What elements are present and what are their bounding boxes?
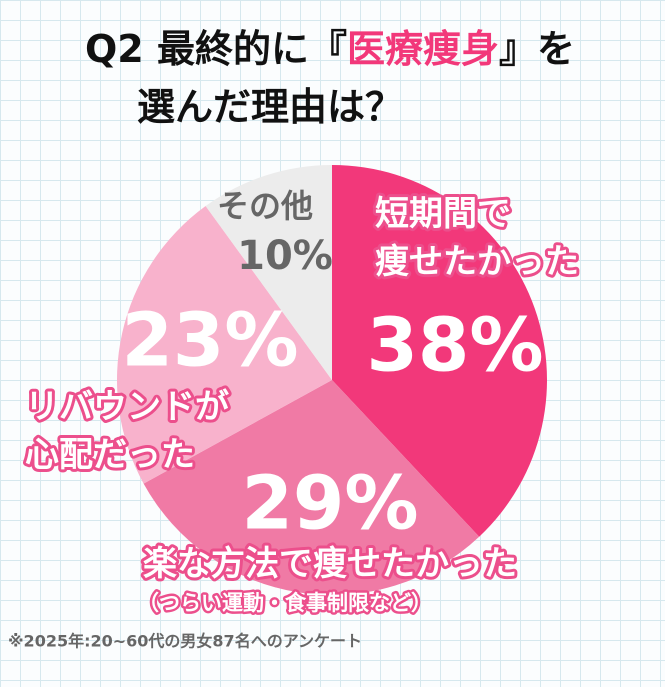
- value-label: 29%: [241, 461, 418, 547]
- category-line: その他: [217, 187, 313, 225]
- chart-title: 選んだ理由は？: [137, 85, 403, 129]
- value-label: 10%: [237, 233, 333, 279]
- category-line: 楽な方法で痩せたかった: [143, 544, 517, 584]
- value-label: 38%: [366, 303, 543, 389]
- title-segment: 』を: [499, 27, 575, 71]
- pie-slice: [117, 206, 332, 484]
- category-line: リバウンドが: [25, 387, 229, 427]
- pie-slice: [205, 165, 332, 380]
- category-line: 心配だった: [25, 435, 195, 475]
- pie-slice: [332, 165, 547, 537]
- title-segment: Q2 最終的に『: [85, 27, 347, 71]
- category-label: その他: [217, 187, 313, 225]
- chart-title: Q2 最終的に『医療痩身』を: [85, 27, 575, 71]
- title-segment: 選んだ理由は？: [137, 85, 403, 129]
- category-line: 短期間で: [375, 194, 511, 234]
- category-label: 楽な方法で痩せたかった: [143, 544, 517, 584]
- category-line: 痩せたかった: [375, 242, 579, 282]
- footnote: ※2025年:20~60代の男女87名へのアンケート: [8, 632, 362, 651]
- annotation: （つらい運動・食事制限など）: [138, 591, 432, 615]
- value-label: 23%: [121, 298, 298, 384]
- pie-slice: [143, 380, 480, 596]
- title-segment: 医療痩身: [347, 27, 499, 71]
- category-label: 短期間で痩せたかった: [375, 194, 579, 282]
- category-label: リバウンドが心配だった: [25, 387, 229, 475]
